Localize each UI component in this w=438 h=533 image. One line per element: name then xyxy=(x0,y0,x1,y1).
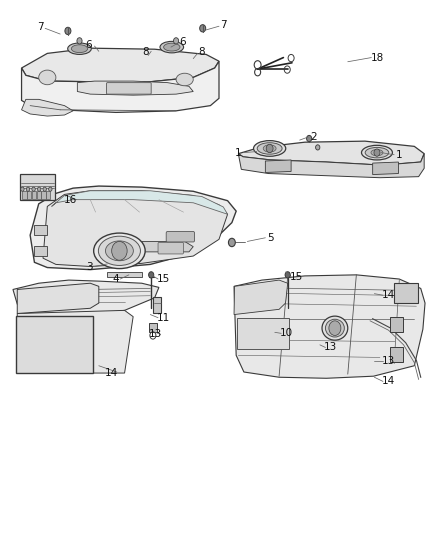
FancyBboxPatch shape xyxy=(149,323,157,332)
Polygon shape xyxy=(234,280,288,314)
Polygon shape xyxy=(21,48,219,83)
Ellipse shape xyxy=(254,141,286,156)
Circle shape xyxy=(307,135,312,142)
Text: 11: 11 xyxy=(156,313,170,322)
Circle shape xyxy=(315,145,320,150)
Polygon shape xyxy=(21,99,73,116)
Circle shape xyxy=(26,187,30,191)
Polygon shape xyxy=(52,191,228,214)
FancyBboxPatch shape xyxy=(158,243,184,254)
Polygon shape xyxy=(13,280,159,314)
Polygon shape xyxy=(238,141,424,165)
Circle shape xyxy=(148,272,154,278)
Text: 1: 1 xyxy=(235,148,242,158)
Circle shape xyxy=(229,238,235,247)
Circle shape xyxy=(266,144,273,152)
FancyBboxPatch shape xyxy=(166,231,194,242)
Ellipse shape xyxy=(99,236,141,265)
Circle shape xyxy=(37,187,41,191)
FancyBboxPatch shape xyxy=(27,191,32,199)
FancyBboxPatch shape xyxy=(16,316,93,373)
Text: 8: 8 xyxy=(143,47,149,58)
Circle shape xyxy=(49,187,52,191)
Circle shape xyxy=(200,25,206,32)
Text: 13: 13 xyxy=(324,343,337,352)
Ellipse shape xyxy=(325,319,344,337)
Text: 8: 8 xyxy=(198,47,205,58)
Ellipse shape xyxy=(361,146,392,160)
FancyBboxPatch shape xyxy=(237,318,289,349)
Circle shape xyxy=(43,187,46,191)
FancyBboxPatch shape xyxy=(153,297,161,313)
Text: 5: 5 xyxy=(267,233,274,243)
Text: 2: 2 xyxy=(310,132,317,142)
Text: 4: 4 xyxy=(113,274,119,284)
Text: 15: 15 xyxy=(290,272,303,282)
FancyBboxPatch shape xyxy=(46,191,50,199)
FancyBboxPatch shape xyxy=(394,282,418,303)
Circle shape xyxy=(285,272,290,278)
Text: 6: 6 xyxy=(85,39,92,50)
Ellipse shape xyxy=(365,148,389,158)
Ellipse shape xyxy=(263,145,276,152)
FancyBboxPatch shape xyxy=(22,191,27,199)
Text: 18: 18 xyxy=(371,53,385,62)
Ellipse shape xyxy=(164,43,180,51)
Ellipse shape xyxy=(176,73,193,86)
Polygon shape xyxy=(35,246,47,256)
Text: 3: 3 xyxy=(86,262,93,271)
FancyBboxPatch shape xyxy=(390,348,403,362)
Polygon shape xyxy=(43,191,228,266)
Text: 15: 15 xyxy=(156,274,170,284)
Text: 7: 7 xyxy=(220,20,226,30)
Text: 14: 14 xyxy=(105,368,118,378)
FancyBboxPatch shape xyxy=(20,174,55,200)
Text: 13: 13 xyxy=(149,329,162,340)
Ellipse shape xyxy=(106,241,133,261)
FancyBboxPatch shape xyxy=(32,191,36,199)
Ellipse shape xyxy=(257,143,282,154)
Text: 13: 13 xyxy=(382,356,395,366)
Ellipse shape xyxy=(160,42,184,53)
FancyBboxPatch shape xyxy=(390,317,403,332)
Ellipse shape xyxy=(94,233,145,269)
Text: 16: 16 xyxy=(64,195,78,205)
Circle shape xyxy=(329,321,341,335)
Polygon shape xyxy=(78,81,193,95)
Circle shape xyxy=(374,149,380,156)
Polygon shape xyxy=(234,275,425,378)
Text: 7: 7 xyxy=(38,22,44,33)
Polygon shape xyxy=(30,186,236,270)
Polygon shape xyxy=(373,162,399,175)
Ellipse shape xyxy=(68,43,91,54)
Ellipse shape xyxy=(39,70,56,85)
Circle shape xyxy=(173,38,179,44)
Text: 6: 6 xyxy=(179,37,186,47)
Ellipse shape xyxy=(371,149,383,156)
Ellipse shape xyxy=(71,45,88,53)
Text: 10: 10 xyxy=(280,328,293,338)
Circle shape xyxy=(21,187,24,191)
Text: 14: 14 xyxy=(382,290,395,300)
Polygon shape xyxy=(17,283,99,313)
Polygon shape xyxy=(35,225,47,235)
Polygon shape xyxy=(21,61,219,112)
FancyBboxPatch shape xyxy=(41,191,46,199)
Text: 1: 1 xyxy=(396,150,403,160)
Circle shape xyxy=(32,187,35,191)
Polygon shape xyxy=(107,272,142,277)
Polygon shape xyxy=(238,154,424,177)
Polygon shape xyxy=(17,310,133,373)
FancyBboxPatch shape xyxy=(106,83,151,94)
FancyBboxPatch shape xyxy=(36,191,41,199)
Polygon shape xyxy=(133,241,193,252)
Polygon shape xyxy=(265,160,291,173)
Ellipse shape xyxy=(322,316,348,340)
Circle shape xyxy=(77,38,82,44)
Circle shape xyxy=(112,241,127,260)
Circle shape xyxy=(65,27,71,35)
Text: 14: 14 xyxy=(382,376,395,386)
